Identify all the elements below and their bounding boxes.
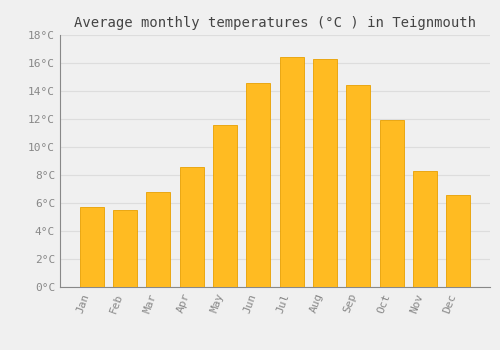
Bar [246,83,270,287]
Bar [146,192,171,287]
Bar [213,125,237,287]
Bar [313,59,337,287]
Bar [80,207,104,287]
Bar [413,171,437,287]
Bar [380,120,404,287]
Bar [280,57,303,287]
Bar [180,167,204,287]
Bar [346,85,370,287]
Bar [113,210,137,287]
Title: Average monthly temperatures (°C ) in Teignmouth: Average monthly temperatures (°C ) in Te… [74,16,476,30]
Bar [446,195,470,287]
